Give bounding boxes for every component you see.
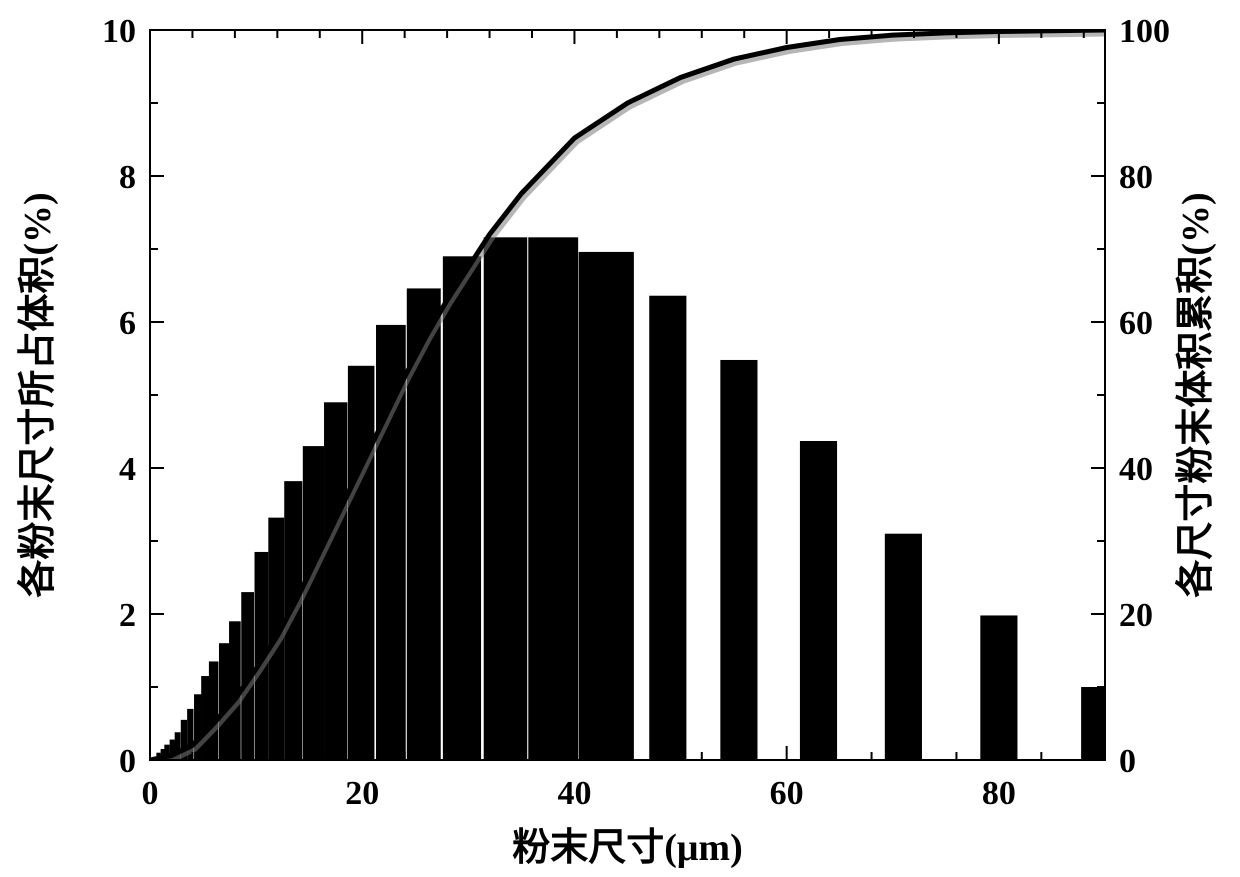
y-right-axis-label: 各尺寸粉末体积累积(%) bbox=[1174, 192, 1217, 597]
bar bbox=[885, 534, 922, 760]
bar bbox=[201, 676, 209, 760]
x-tick-label: 80 bbox=[982, 775, 1016, 812]
x-tick-label: 20 bbox=[345, 775, 379, 812]
bar bbox=[800, 441, 837, 760]
x-tick-label: 0 bbox=[142, 775, 159, 812]
y-right-tick-label: 60 bbox=[1119, 305, 1153, 342]
x-tick-label: 60 bbox=[770, 775, 804, 812]
y-left-tick-label: 8 bbox=[119, 159, 136, 196]
bar bbox=[219, 643, 230, 760]
bar bbox=[720, 360, 757, 760]
bar bbox=[303, 446, 324, 760]
x-tick-label: 40 bbox=[557, 775, 591, 812]
bar bbox=[579, 252, 634, 760]
y-right-tick-label: 0 bbox=[1119, 743, 1136, 780]
y-left-tick-label: 6 bbox=[119, 305, 136, 342]
y-left-tick-label: 10 bbox=[102, 13, 136, 50]
bar bbox=[484, 237, 528, 760]
bar bbox=[348, 366, 375, 760]
y-right-tick-label: 80 bbox=[1119, 159, 1153, 196]
y-left-tick-label: 4 bbox=[119, 451, 136, 488]
particle-size-distribution-chart: 0204060800246810020406080100粉末尺寸(μm)各粉末尺… bbox=[0, 0, 1240, 877]
y-left-axis-label: 各粉末尺寸所占体积(%) bbox=[16, 192, 59, 597]
y-right-tick-label: 20 bbox=[1119, 597, 1153, 634]
y-left-tick-label: 0 bbox=[119, 743, 136, 780]
bar bbox=[209, 661, 219, 760]
x-axis-label: 粉末尺寸(μm) bbox=[512, 827, 743, 869]
bar bbox=[443, 256, 481, 760]
y-left-tick-label: 2 bbox=[119, 597, 136, 634]
bar bbox=[649, 296, 686, 760]
chart-svg: 0204060800246810020406080100粉末尺寸(μm)各粉末尺… bbox=[0, 0, 1240, 877]
y-right-tick-label: 100 bbox=[1119, 13, 1170, 50]
bar bbox=[324, 402, 347, 760]
y-right-tick-label: 40 bbox=[1119, 451, 1153, 488]
bar bbox=[980, 615, 1017, 760]
bar bbox=[528, 237, 578, 760]
